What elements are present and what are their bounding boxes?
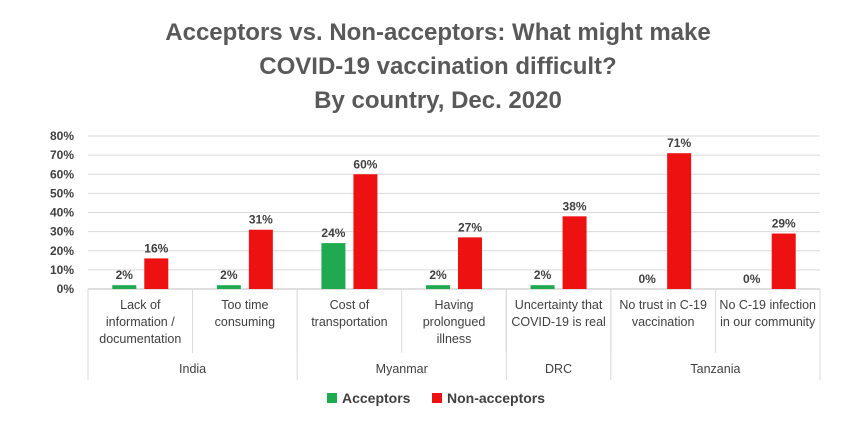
y-tick-label: 10%: [50, 263, 74, 277]
y-tick-label: 20%: [50, 244, 74, 258]
category-label: Cost of transportation: [311, 298, 387, 329]
group-label: India: [179, 362, 206, 376]
bar-non-acceptors: [667, 153, 692, 289]
bars: 2% 16% 2% 31% 24% 60% 2% 27% 2% 38% 0% 71% 0% 29%: [112, 136, 796, 289]
y-tick-label: 70%: [50, 148, 74, 162]
title-line-3: By country, Dec. 2020: [314, 87, 562, 114]
bar-acceptors: [216, 285, 241, 289]
bar-non-acceptors: [353, 174, 378, 289]
bar-acceptors: [530, 285, 555, 289]
bar-acceptors: [321, 243, 346, 289]
bar-acceptors: [426, 285, 450, 289]
category-label: No trust in C-19 vaccination: [619, 298, 707, 329]
legend: Acceptors Non-acceptors: [327, 390, 545, 406]
y-tick-label: 80%: [50, 129, 74, 143]
gridlines: [88, 135, 820, 290]
legend-swatch: [327, 393, 337, 403]
y-tick-label: 50%: [50, 186, 74, 200]
bar-non-acceptors: [458, 237, 482, 289]
category-label: Uncertainty that COVID-19 is real: [511, 298, 605, 329]
category-label: Having prolongued illness: [423, 298, 486, 346]
data-label: 31%: [249, 213, 273, 227]
legend-swatch: [432, 393, 442, 403]
group-label: DRC: [545, 362, 572, 376]
title-line-2: COVID-19 vaccination difficult?: [259, 53, 616, 80]
data-label: 71%: [667, 136, 691, 150]
bar-non-acceptors: [771, 233, 796, 289]
legend-label: Acceptors: [342, 390, 411, 406]
data-label: 27%: [458, 220, 482, 234]
x-axis: Lack of information / documentation Too tim…: [87, 289, 821, 380]
bar-non-acceptors: [248, 229, 273, 289]
legend-label: Non-acceptors: [447, 390, 545, 406]
group-label: Myanmar: [376, 362, 428, 376]
category-label: No C-19 infection in our community: [719, 298, 816, 329]
data-label: 2%: [429, 268, 447, 282]
y-tick-label: 30%: [50, 225, 74, 239]
data-label: 29%: [772, 217, 796, 231]
category-label: Lack of information / documentation: [99, 298, 181, 346]
data-label: 2%: [534, 268, 552, 282]
bar-non-acceptors: [144, 258, 169, 289]
bar-acceptors: [112, 285, 137, 289]
data-label: 38%: [563, 199, 587, 213]
bar-non-acceptors: [562, 216, 587, 289]
y-tick-label: 40%: [50, 206, 74, 220]
chart-title: Acceptors vs. Non-acceptors: What might …: [165, 19, 710, 114]
y-tick-label: 60%: [50, 167, 74, 181]
data-label: 0%: [638, 272, 656, 286]
data-label: 2%: [220, 268, 238, 282]
title-line-1: Acceptors vs. Non-acceptors: What might …: [165, 19, 710, 46]
data-label: 16%: [144, 241, 168, 255]
y-axis: 0% 10% 20% 30% 40% 50% 60% 70% 80%: [50, 129, 74, 296]
group-label: Tanzania: [690, 362, 740, 376]
data-label: 24%: [321, 226, 345, 240]
category-label: Too time consuming: [215, 298, 275, 329]
data-label: 60%: [353, 157, 377, 171]
y-tick-label: 0%: [57, 282, 75, 296]
data-label: 0%: [743, 272, 761, 286]
data-label: 2%: [116, 268, 134, 282]
